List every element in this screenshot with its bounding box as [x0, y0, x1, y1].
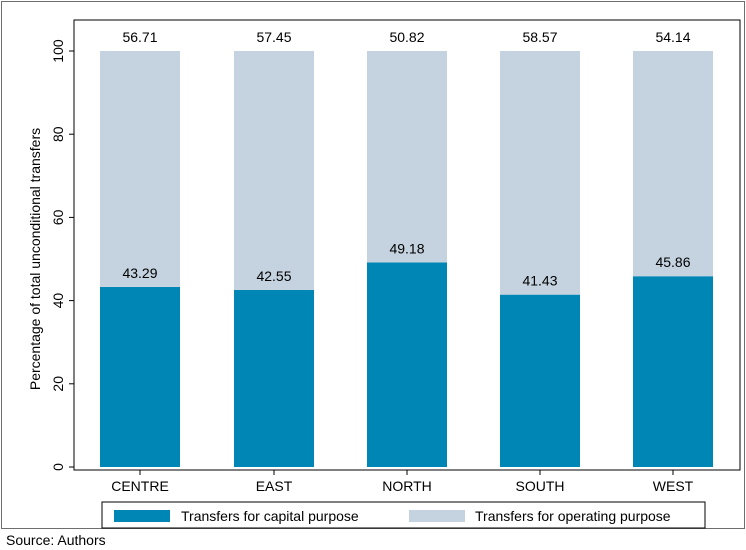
- data-label-operating-east: 57.45: [256, 29, 291, 45]
- bar-capital-east: [234, 289, 314, 467]
- data-label-capital-south: 41.43: [522, 273, 557, 289]
- data-label-operating-west: 54.14: [655, 29, 690, 45]
- bar-operating-east: [234, 51, 314, 290]
- data-label-capital-north: 49.18: [389, 240, 424, 256]
- axes: CENTRE EAST NORTH SOUTH WEST 0 20 40 60 80 100 Perc…: [27, 39, 694, 494]
- source-note: Source: Authors: [6, 532, 106, 548]
- bar-capital-north: [367, 262, 447, 467]
- legend-label-operating: Transfers for operating purpose: [475, 508, 671, 524]
- bar-capital-west: [633, 276, 713, 467]
- data-label-operating-south: 58.57: [522, 29, 557, 45]
- bar-operating-north: [367, 51, 447, 263]
- bar-capital-south: [500, 294, 580, 467]
- x-tick-label-west: WEST: [653, 478, 694, 494]
- data-label-operating-centre: 56.71: [122, 29, 157, 45]
- bars-layer: [100, 51, 713, 467]
- x-tick-label-centre: CENTRE: [111, 478, 169, 494]
- y-axis-title: Percentage of total unconditional transf…: [27, 128, 43, 390]
- legend: Transfers for capital purpose Transfers f…: [101, 501, 706, 529]
- data-label-capital-centre: 43.29: [122, 265, 157, 281]
- legend-swatch-capital: [114, 510, 170, 522]
- x-tick-label-north: NORTH: [382, 478, 432, 494]
- data-label-capital-west: 45.86: [655, 254, 690, 270]
- bar-operating-south: [500, 51, 580, 295]
- x-tick-label-south: SOUTH: [516, 478, 565, 494]
- x-tick-label-east: EAST: [256, 478, 293, 494]
- y-tick-label-0: 0: [50, 463, 66, 471]
- y-tick-label-100: 100: [50, 39, 66, 63]
- legend-label-capital: Transfers for capital purpose: [181, 508, 359, 524]
- y-tick-label-40: 40: [50, 293, 66, 309]
- legend-box: [101, 501, 706, 529]
- bar-operating-west: [633, 51, 713, 277]
- y-tick-label-60: 60: [50, 209, 66, 225]
- data-label-capital-east: 42.55: [256, 268, 291, 284]
- data-label-operating-north: 50.82: [389, 29, 424, 45]
- bar-operating-centre: [100, 51, 180, 287]
- legend-swatch-operating: [409, 510, 465, 522]
- data-labels: 43.29 56.71 42.55 57.45 49.18 50.82 41.43 58.57…: [122, 29, 690, 289]
- bar-capital-centre: [100, 286, 180, 467]
- y-tick-label-80: 80: [50, 126, 66, 142]
- y-tick-label-20: 20: [50, 376, 66, 392]
